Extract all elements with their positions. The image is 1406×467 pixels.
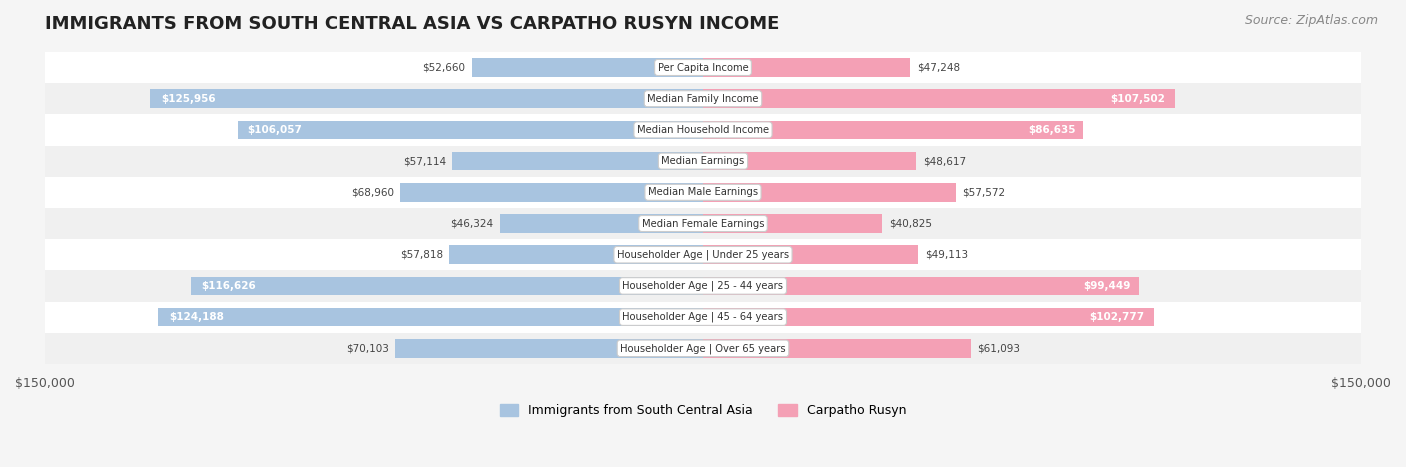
Bar: [453, 152, 703, 170]
Bar: [45, 333, 1361, 364]
Text: $86,635: $86,635: [1028, 125, 1076, 135]
Text: $57,818: $57,818: [399, 250, 443, 260]
Bar: [45, 270, 1361, 302]
Text: Householder Age | 45 - 64 years: Householder Age | 45 - 64 years: [623, 312, 783, 322]
Bar: [703, 245, 918, 264]
Text: Median Female Earnings: Median Female Earnings: [641, 219, 765, 228]
Text: $57,572: $57,572: [962, 187, 1005, 198]
Text: $99,449: $99,449: [1083, 281, 1130, 291]
Text: Per Capita Income: Per Capita Income: [658, 63, 748, 72]
Bar: [45, 302, 1361, 333]
Text: $48,617: $48,617: [922, 156, 966, 166]
Bar: [401, 183, 703, 202]
Bar: [703, 276, 1139, 295]
Text: Source: ZipAtlas.com: Source: ZipAtlas.com: [1244, 14, 1378, 27]
Text: $47,248: $47,248: [917, 63, 960, 72]
Bar: [703, 183, 956, 202]
Text: $40,825: $40,825: [889, 219, 932, 228]
Text: $49,113: $49,113: [925, 250, 969, 260]
Bar: [450, 245, 703, 264]
Text: $70,103: $70,103: [346, 343, 389, 354]
Bar: [159, 308, 703, 326]
Text: $61,093: $61,093: [977, 343, 1021, 354]
Text: Householder Age | Over 65 years: Householder Age | Over 65 years: [620, 343, 786, 354]
Bar: [703, 89, 1174, 108]
Text: $102,777: $102,777: [1090, 312, 1144, 322]
Bar: [703, 339, 972, 358]
Text: $124,188: $124,188: [169, 312, 224, 322]
Text: $116,626: $116,626: [201, 281, 256, 291]
Text: $106,057: $106,057: [247, 125, 302, 135]
Text: Median Earnings: Median Earnings: [661, 156, 745, 166]
Bar: [395, 339, 703, 358]
Bar: [472, 58, 703, 77]
Bar: [45, 114, 1361, 146]
Bar: [45, 177, 1361, 208]
Text: $107,502: $107,502: [1111, 94, 1166, 104]
Text: Householder Age | 25 - 44 years: Householder Age | 25 - 44 years: [623, 281, 783, 291]
Bar: [45, 239, 1361, 270]
Bar: [45, 52, 1361, 83]
Bar: [45, 146, 1361, 177]
Text: $125,956: $125,956: [162, 94, 217, 104]
Bar: [45, 208, 1361, 239]
Bar: [191, 276, 703, 295]
Text: Median Male Earnings: Median Male Earnings: [648, 187, 758, 198]
Bar: [703, 152, 917, 170]
Text: Householder Age | Under 25 years: Householder Age | Under 25 years: [617, 249, 789, 260]
Bar: [703, 120, 1083, 139]
Bar: [703, 308, 1154, 326]
Text: $68,960: $68,960: [352, 187, 394, 198]
Text: IMMIGRANTS FROM SOUTH CENTRAL ASIA VS CARPATHO RUSYN INCOME: IMMIGRANTS FROM SOUTH CENTRAL ASIA VS CA…: [45, 15, 779, 33]
Legend: Immigrants from South Central Asia, Carpatho Rusyn: Immigrants from South Central Asia, Carp…: [495, 399, 911, 422]
Bar: [703, 58, 910, 77]
Text: $46,324: $46,324: [450, 219, 494, 228]
Bar: [238, 120, 703, 139]
Text: Median Household Income: Median Household Income: [637, 125, 769, 135]
Bar: [703, 214, 882, 233]
Bar: [45, 83, 1361, 114]
Bar: [499, 214, 703, 233]
Text: Median Family Income: Median Family Income: [647, 94, 759, 104]
Text: $57,114: $57,114: [402, 156, 446, 166]
Bar: [150, 89, 703, 108]
Text: $52,660: $52,660: [422, 63, 465, 72]
